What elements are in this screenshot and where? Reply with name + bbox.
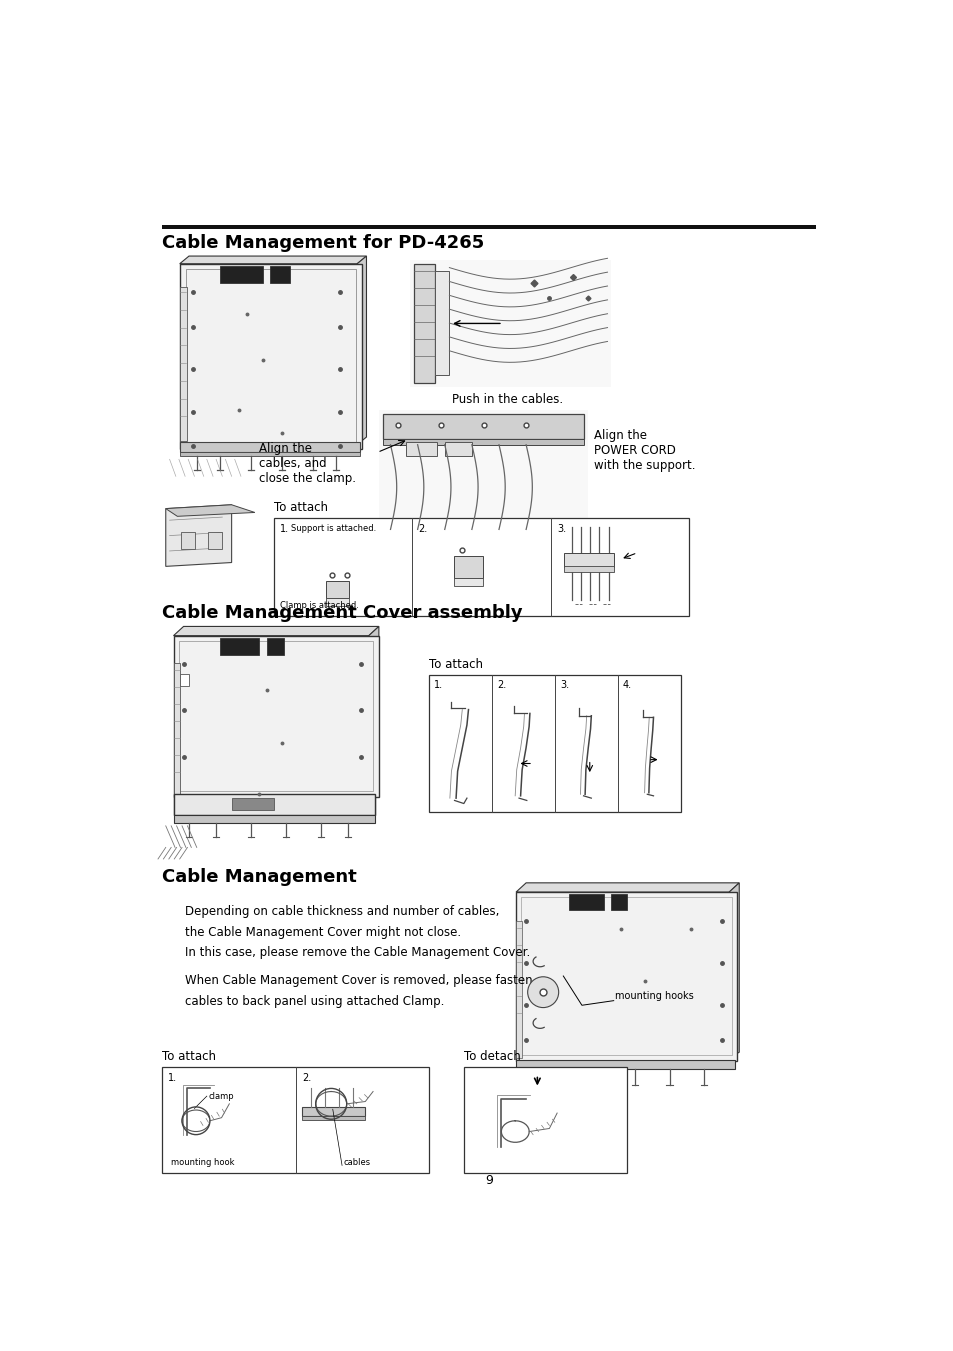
Bar [301, 1106, 365, 1116]
Polygon shape [728, 882, 739, 1058]
Bar [179, 263, 361, 449]
Polygon shape [369, 627, 378, 793]
Text: 4.: 4. [622, 681, 631, 690]
Bar [173, 815, 375, 823]
Bar [208, 532, 222, 549]
Bar [382, 413, 583, 439]
Bar [173, 793, 375, 815]
Bar [410, 259, 611, 386]
Polygon shape [516, 882, 739, 892]
Polygon shape [356, 257, 366, 444]
Bar [220, 266, 262, 282]
Text: To detach: To detach [464, 1050, 520, 1063]
Text: clamp: clamp [208, 1092, 233, 1101]
Bar [162, 1067, 429, 1173]
Bar [181, 532, 195, 549]
Bar [611, 894, 626, 909]
Text: To attach: To attach [429, 658, 483, 671]
Text: Depending on cable thickness and number of cables,: Depending on cable thickness and number … [185, 905, 499, 919]
Bar [173, 636, 378, 797]
Bar [382, 439, 583, 444]
Text: Align the
POWER CORD
with the support.: Align the POWER CORD with the support. [594, 430, 695, 473]
Bar [521, 897, 731, 1055]
Bar [173, 662, 179, 797]
Bar [274, 517, 688, 616]
Circle shape [527, 977, 558, 1008]
Bar [179, 451, 360, 457]
Bar [454, 557, 483, 578]
Text: Cable Management for PD-4265: Cable Management for PD-4265 [162, 235, 483, 253]
Text: To attach: To attach [162, 1050, 215, 1063]
Polygon shape [314, 565, 339, 588]
Bar [516, 1061, 734, 1069]
Bar [179, 442, 360, 451]
Bar [429, 676, 680, 812]
Bar [454, 578, 483, 585]
Polygon shape [166, 505, 254, 516]
Bar [563, 566, 614, 571]
Text: 1.: 1. [434, 681, 442, 690]
Text: 3.: 3. [557, 524, 565, 534]
Bar [325, 581, 349, 598]
Bar [444, 442, 472, 457]
Polygon shape [173, 627, 378, 636]
Bar [179, 642, 373, 792]
Bar [266, 638, 283, 655]
Bar [301, 1116, 365, 1120]
Bar [464, 1067, 626, 1173]
Polygon shape [166, 505, 232, 566]
Text: Push in the cables.: Push in the cables. [452, 393, 563, 407]
Text: 3.: 3. [559, 681, 568, 690]
Text: Support is attached.: Support is attached. [291, 524, 376, 534]
Bar [232, 798, 274, 809]
Text: cables to back panel using attached Clamp.: cables to back panel using attached Clam… [185, 994, 444, 1008]
Bar [162, 226, 815, 230]
Text: To attach: To attach [274, 501, 328, 513]
Text: 9: 9 [484, 1174, 493, 1188]
Text: 1.: 1. [168, 1073, 177, 1084]
Text: In this case, please remove the Cable Management Cover.: In this case, please remove the Cable Ma… [185, 946, 530, 959]
Bar [568, 894, 603, 909]
Bar [325, 598, 349, 605]
Bar [435, 272, 449, 376]
Bar [378, 411, 587, 534]
Text: Cable Management: Cable Management [162, 869, 356, 886]
Bar [516, 920, 521, 1058]
Polygon shape [179, 257, 366, 263]
Bar [406, 442, 436, 457]
Text: 2.: 2. [418, 524, 428, 534]
Bar [179, 674, 189, 686]
Text: mounting hook: mounting hook [171, 1158, 234, 1167]
Text: 1.: 1. [280, 524, 290, 534]
Text: Clamp is attached.: Clamp is attached. [280, 601, 359, 611]
Text: Cable Management Cover assembly: Cable Management Cover assembly [162, 604, 522, 621]
Bar [270, 266, 290, 282]
Bar [516, 892, 736, 1062]
Text: Align the
cables, and
close the clamp.: Align the cables, and close the clamp. [258, 442, 355, 485]
Text: mounting hooks: mounting hooks [615, 992, 693, 1001]
Text: When Cable Management Cover is removed, please fasten: When Cable Management Cover is removed, … [185, 974, 532, 988]
Polygon shape [173, 793, 375, 815]
Bar [186, 269, 355, 442]
Bar [414, 263, 435, 384]
Bar [220, 638, 258, 655]
Text: the Cable Management Cover might not close.: the Cable Management Cover might not clo… [185, 925, 460, 939]
Text: 2.: 2. [301, 1073, 311, 1084]
Text: 2.: 2. [497, 681, 506, 690]
Bar [563, 553, 614, 566]
Text: cables: cables [343, 1158, 371, 1167]
Bar [179, 286, 187, 440]
